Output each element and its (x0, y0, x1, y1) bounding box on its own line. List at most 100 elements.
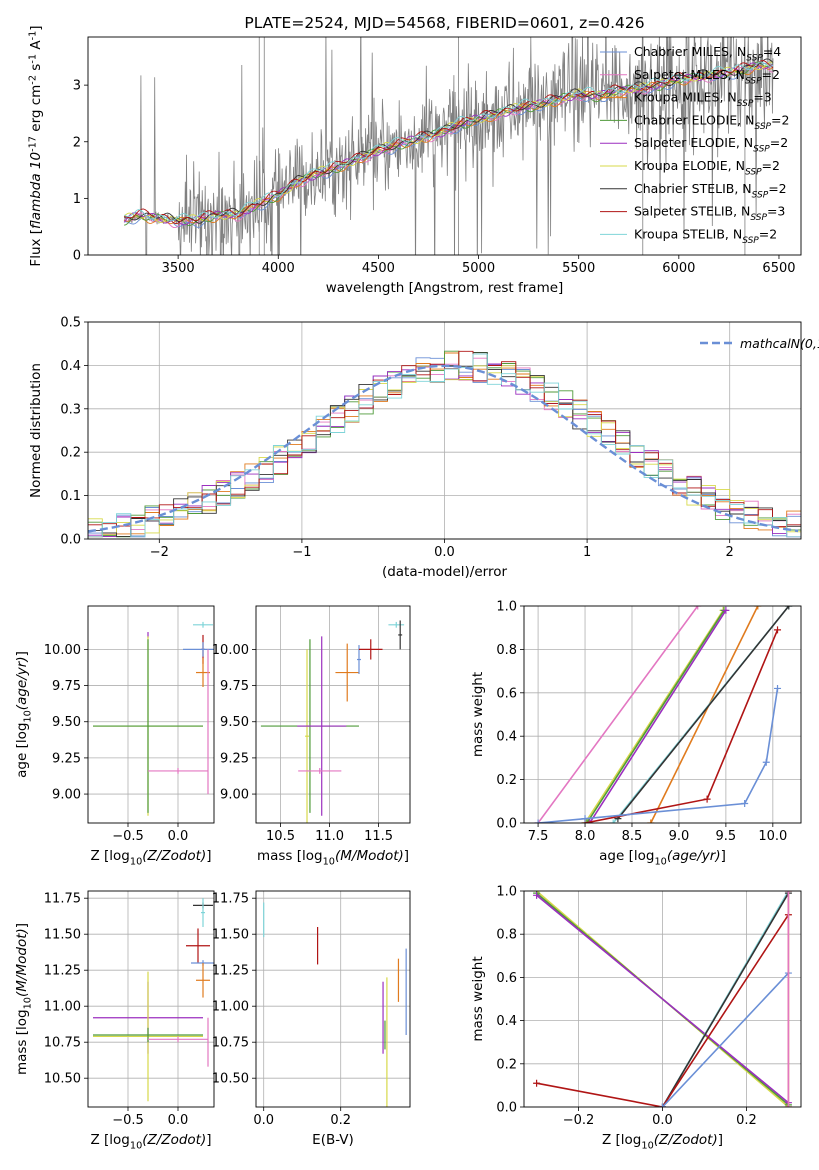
y-tick-label: 9.50 (220, 715, 249, 730)
y-axis-label: Normed distribution (28, 363, 44, 498)
errorbar-point (358, 639, 383, 660)
y-tick-label: 11.50 (212, 928, 249, 943)
y-tick-label: 0.8 (496, 643, 517, 658)
x-tick-label: 11.5 (364, 829, 393, 844)
series-path (537, 606, 699, 823)
y-tick-label: 0.6 (496, 971, 517, 986)
y-tick-label: 11.75 (212, 892, 249, 907)
data-marker (609, 819, 617, 823)
y-axis-label: mass weight (470, 672, 486, 757)
plot-area (88, 350, 801, 538)
axes-frame (87, 321, 802, 540)
errorbar-point (93, 639, 203, 813)
data-marker (741, 799, 749, 807)
series-line (583, 606, 728, 823)
series-line (534, 684, 782, 823)
errorbar-point (335, 643, 359, 702)
legend-entry: Kroupa STELIB, NSSP=2 (634, 226, 777, 246)
y-tick-label: 10.50 (212, 1072, 249, 1087)
residual-histogram (88, 350, 801, 538)
errorbar-point (93, 1027, 203, 1043)
series-line (784, 891, 792, 1107)
x-tick-label: 0.0 (253, 1113, 274, 1128)
model-line (123, 62, 774, 226)
legend-entry: Salpeter ELODIE, NSSP=2 (634, 135, 788, 155)
x-tick-label: 6500 (762, 261, 795, 276)
model-line (123, 61, 774, 226)
data-marker (533, 891, 541, 899)
data-marker (659, 1103, 666, 1107)
x-axis-label: Z [log10(Z/Zodot)] (602, 1132, 723, 1152)
errorbar-point (193, 621, 213, 628)
x-tick-label: 5000 (462, 261, 495, 276)
x-tick-label: −0.5 (112, 1113, 144, 1128)
x-tick-label: 9.0 (669, 829, 690, 844)
panel-mass_vs_EBV: 0.0 0.2 10.50 10.75 11.00 11.25 11.50 11.75 E(B-… (212, 890, 411, 1148)
x-axis-label: E(B-V) (312, 1132, 354, 1148)
y-axis-label: mass [log10(M/Modot)] (14, 923, 34, 1075)
x-tick-label: 4000 (262, 261, 295, 276)
axes-frame (87, 36, 802, 256)
data-marker (774, 626, 782, 634)
y-tick-label: 0.4 (496, 1014, 517, 1029)
model-line (124, 60, 774, 225)
panel-mass_weight_vs_Z: −0.2 0.0 0.2 0.0 0.2 0.4 0.6 0.8 1.0 Z [log10(Z/Z… (470, 885, 802, 1152)
x-tick-label: 7.5 (528, 829, 549, 844)
x-axis-label: Z [log10(Z/Zodot)] (90, 1132, 211, 1152)
series-path (589, 609, 727, 823)
errorbar-point (298, 768, 342, 774)
panel-mass_weight_vs_age: 7.5 8.0 8.5 9.0 9.5 10.0 0.0 0.2 0.4 0.6 0.8 1.0 age… (470, 600, 802, 868)
y-tick-label: 0.0 (496, 1101, 517, 1116)
y-tick-label: 11.00 (44, 1000, 81, 1015)
errorbar-point (148, 1036, 208, 1043)
errorbar-point (305, 649, 309, 823)
x-tick-label: 2 (726, 545, 734, 560)
x-tick-label: 0.0 (168, 829, 189, 844)
errorbar-point (398, 620, 403, 650)
y-tick-label: 9.25 (52, 751, 81, 766)
normal-curve (88, 364, 799, 533)
legend: Chabrier MILES, NSSP=4 Salpeter MILES, NS… (600, 44, 789, 246)
x-tick-label: 11.0 (315, 829, 344, 844)
x-tick-label: 8.5 (622, 829, 643, 844)
y-axis-label: mass weight (470, 956, 486, 1041)
series-line (614, 606, 793, 823)
series-path (584, 629, 779, 823)
data-marker (722, 606, 730, 614)
series-path (536, 914, 790, 1107)
data-marker (762, 758, 770, 766)
series-line (586, 606, 730, 823)
panel-age_vs_mass: 10.5 11.0 11.5 9.00 9.25 9.50 9.75 10.00 mass [l… (212, 605, 411, 868)
y-tick-label: 0.8 (496, 928, 517, 943)
legend-entry: mathcalN(0,1) (740, 336, 819, 351)
y-tick-label: 1.0 (496, 600, 517, 615)
y-tick-label: 0.6 (496, 686, 517, 701)
errorbar-point (183, 642, 214, 657)
axes-frame (255, 890, 411, 1108)
x-axis-label: (data-model)/error (382, 564, 508, 580)
y-tick-label: 9.75 (52, 679, 81, 694)
axes-frame (255, 605, 411, 824)
plot-area (534, 606, 793, 823)
series-path (661, 972, 789, 1107)
y-tick-label: 10.00 (44, 643, 81, 658)
panel-spectrum: 3500 4000 4500 5000 5500 6000 6500 0 1 2 3 waveleng… (28, 14, 802, 296)
y-tick-label: 11.25 (44, 964, 81, 979)
y-tick-label: 0.4 (496, 730, 517, 745)
x-tick-label: 5500 (562, 261, 595, 276)
x-tick-label: −0.2 (563, 1113, 595, 1128)
chart-title: PLATE=2524, MJD=54568, FIBERID=0601, z=0… (244, 14, 644, 32)
x-tick-label: 10.5 (266, 829, 295, 844)
residual-histogram (88, 353, 801, 538)
legend-entry: Kroupa ELODIE, NSSP=2 (634, 158, 780, 178)
legend-entry: Salpeter STELIB, NSSP=3 (634, 204, 785, 224)
series-path (536, 894, 789, 1104)
data-marker (784, 891, 792, 895)
y-tick-label: 9.25 (220, 751, 249, 766)
y-tick-label: 0.0 (496, 817, 517, 832)
x-tick-label: 0.2 (736, 1113, 757, 1128)
data-marker (533, 1079, 541, 1087)
series-path (586, 609, 725, 823)
series-path (661, 892, 790, 1107)
data-marker (647, 819, 655, 823)
